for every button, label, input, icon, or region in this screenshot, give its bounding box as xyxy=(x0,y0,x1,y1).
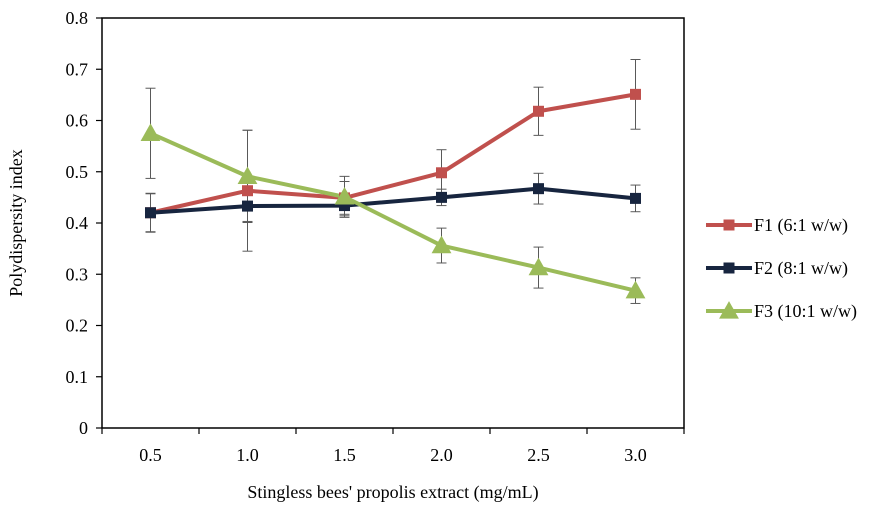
legend-item: F1 (6:1 w/w) xyxy=(706,215,848,236)
legend-marker xyxy=(723,262,735,274)
y-tick-label: 0.6 xyxy=(66,111,89,131)
x-tick-label: 2.5 xyxy=(527,445,550,465)
legend-item: F3 (10:1 w/w) xyxy=(706,301,857,322)
y-tick-label: 0.8 xyxy=(66,8,89,28)
data-point xyxy=(436,191,447,203)
data-point xyxy=(145,207,156,219)
series-line-3 xyxy=(149,131,636,293)
y-tick-label: 0.2 xyxy=(66,316,89,336)
y-axis-ticks: 0 0.1 0.2 0.3 0.4 0.5 0.6 0.7 0.8 xyxy=(66,8,102,438)
x-tick-label: 0.5 xyxy=(139,445,162,465)
series-markers xyxy=(140,88,646,299)
x-axis-title: Stingless bees' propolis extract (mg/mL) xyxy=(247,482,538,503)
data-point xyxy=(431,235,452,254)
data-point xyxy=(242,200,253,212)
y-tick-label: 0.5 xyxy=(66,162,89,182)
y-axis-title: Polydispersity index xyxy=(6,149,26,297)
x-tick-label: 1.0 xyxy=(236,445,259,465)
legend-label: F2 (8:1 w/w) xyxy=(754,258,848,279)
legend-marker xyxy=(719,301,739,319)
data-point xyxy=(339,200,350,212)
y-tick-label: 0 xyxy=(79,418,88,438)
error-bars xyxy=(145,59,641,304)
data-point xyxy=(528,257,549,276)
data-point xyxy=(140,123,161,141)
legend-label: F1 (6:1 w/w) xyxy=(754,215,848,236)
data-point xyxy=(436,167,447,179)
series-lines xyxy=(149,92,636,293)
x-tick-label: 3.0 xyxy=(624,445,647,465)
data-point xyxy=(533,183,544,195)
y-tick-label: 0.7 xyxy=(66,59,89,79)
data-point xyxy=(237,166,258,185)
legend-marker xyxy=(723,219,735,231)
series-line-2 xyxy=(150,186,636,215)
data-point xyxy=(334,186,355,205)
data-point xyxy=(533,105,544,117)
data-point xyxy=(625,280,646,299)
y-tick-label: 0.1 xyxy=(66,367,89,387)
legend-item: F2 (8:1 w/w) xyxy=(706,258,848,279)
data-point xyxy=(630,192,641,204)
x-tick-label: 2.0 xyxy=(430,445,453,465)
series-line-1 xyxy=(150,92,636,215)
data-point xyxy=(242,185,253,197)
legend: F1 (6:1 w/w) F2 (8:1 w/w) F3 (10:1 w/w) xyxy=(706,215,857,322)
x-axis-ticks: 0.5 1.0 1.5 2.0 2.5 3.0 xyxy=(101,428,685,465)
data-point xyxy=(630,88,641,100)
legend-label: F3 (10:1 w/w) xyxy=(754,301,857,322)
y-tick-label: 0.4 xyxy=(66,213,89,233)
y-tick-label: 0.3 xyxy=(66,264,89,284)
x-tick-label: 1.5 xyxy=(333,445,356,465)
